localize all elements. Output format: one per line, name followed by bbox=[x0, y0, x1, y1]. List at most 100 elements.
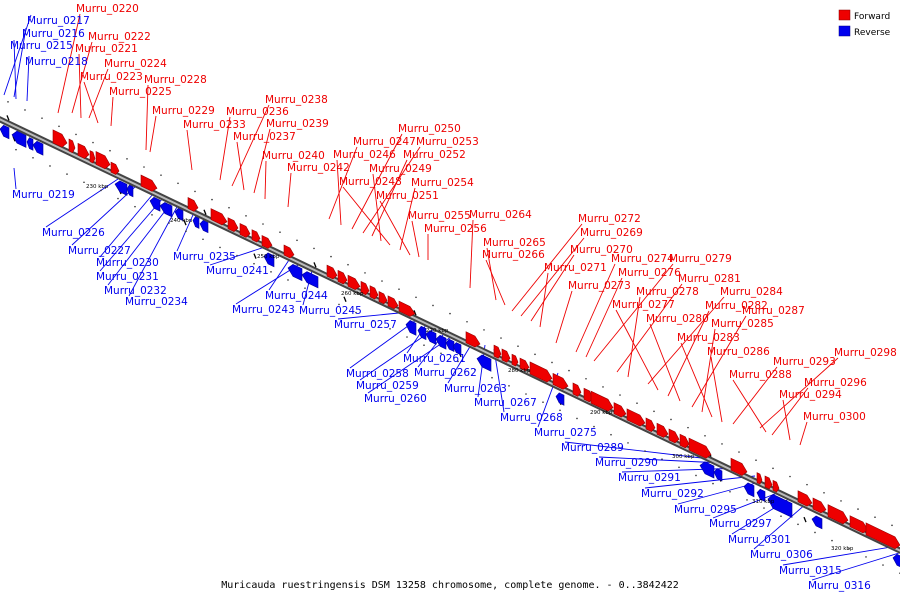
reverse-gene-label[interactable]: Murru_0275 bbox=[534, 427, 597, 439]
reverse-gene-arrow[interactable] bbox=[435, 334, 447, 350]
reverse-gene-label[interactable]: Murru_0230 bbox=[96, 257, 159, 269]
forward-gene-label[interactable]: Murru_0221 bbox=[75, 43, 138, 55]
forward-gene-arrow[interactable] bbox=[369, 285, 379, 300]
reverse-gene-arrow[interactable] bbox=[425, 330, 437, 345]
forward-gene-label[interactable]: Murru_0296 bbox=[804, 377, 867, 389]
reverse-gene-label[interactable]: Murru_0231 bbox=[96, 271, 159, 283]
reverse-gene-label[interactable]: Murru_0218 bbox=[25, 56, 88, 68]
forward-gene-label[interactable]: Murru_0233 bbox=[183, 119, 246, 131]
forward-gene-label[interactable]: Murru_0285 bbox=[711, 318, 774, 330]
forward-gene-label[interactable]: Murru_0276 bbox=[618, 267, 681, 279]
forward-gene-arrow[interactable] bbox=[849, 515, 869, 534]
forward-gene-arrow[interactable] bbox=[187, 197, 199, 212]
forward-gene-label[interactable]: Murru_0280 bbox=[646, 313, 709, 325]
forward-gene-arrow[interactable] bbox=[529, 361, 553, 383]
reverse-gene-label[interactable]: Murru_0261 bbox=[403, 353, 466, 365]
forward-gene-arrow[interactable] bbox=[77, 142, 90, 159]
forward-gene-label[interactable]: Murru_0253 bbox=[416, 136, 479, 148]
reverse-gene-arrow[interactable] bbox=[11, 130, 27, 148]
forward-gene-label[interactable]: Murru_0240 bbox=[262, 150, 325, 162]
forward-gene-label[interactable]: Murru_0278 bbox=[636, 286, 699, 298]
forward-gene-arrow[interactable] bbox=[668, 428, 680, 444]
forward-gene-arrow[interactable] bbox=[772, 479, 780, 493]
forward-gene-arrow[interactable] bbox=[493, 344, 502, 359]
reverse-gene-label[interactable]: Murru_0258 bbox=[346, 368, 409, 380]
forward-gene-arrow[interactable] bbox=[239, 223, 251, 238]
forward-gene-arrow[interactable] bbox=[398, 300, 416, 317]
forward-gene-label[interactable]: Murru_0250 bbox=[398, 123, 461, 135]
forward-gene-arrow[interactable] bbox=[140, 174, 158, 192]
forward-gene-label[interactable]: Murru_0254 bbox=[411, 177, 474, 189]
forward-gene-arrow[interactable] bbox=[326, 264, 338, 280]
forward-gene-arrow[interactable] bbox=[764, 475, 773, 490]
forward-gene-arrow[interactable] bbox=[89, 150, 96, 164]
forward-gene-label[interactable]: Murru_0293 bbox=[773, 356, 836, 368]
forward-gene-label[interactable]: Murru_0269 bbox=[580, 227, 643, 239]
forward-gene-label[interactable]: Murru_0266 bbox=[482, 249, 545, 261]
forward-gene-label[interactable]: Murru_0220 bbox=[76, 3, 139, 15]
reverse-gene-arrow[interactable] bbox=[476, 354, 492, 372]
forward-gene-arrow[interactable] bbox=[645, 417, 656, 432]
reverse-gene-arrow[interactable] bbox=[892, 553, 900, 568]
forward-gene-arrow[interactable] bbox=[827, 504, 849, 525]
reverse-gene-arrow[interactable] bbox=[149, 196, 161, 212]
reverse-gene-label[interactable]: Murru_0260 bbox=[364, 393, 427, 405]
forward-gene-label[interactable]: Murru_0274 bbox=[611, 253, 674, 265]
reverse-gene-label[interactable]: Murru_0226 bbox=[42, 227, 105, 239]
reverse-gene-arrow[interactable] bbox=[32, 140, 44, 156]
forward-gene-arrow[interactable] bbox=[812, 497, 827, 514]
forward-gene-label[interactable]: Murru_0255 bbox=[408, 210, 471, 222]
forward-gene-label[interactable]: Murru_0298 bbox=[834, 347, 897, 359]
reverse-gene-arrow[interactable] bbox=[192, 216, 200, 229]
reverse-gene-label[interactable]: Murru_0216 bbox=[22, 28, 85, 40]
forward-gene-label[interactable]: Murru_0272 bbox=[578, 213, 641, 225]
forward-gene-label[interactable]: Murru_0271 bbox=[544, 262, 607, 274]
forward-gene-label[interactable]: Murru_0248 bbox=[339, 176, 402, 188]
forward-gene-arrow[interactable] bbox=[52, 129, 68, 148]
reverse-gene-arrow[interactable] bbox=[405, 320, 417, 336]
forward-gene-label[interactable]: Murru_0246 bbox=[333, 149, 396, 161]
reverse-gene-arrow[interactable] bbox=[756, 488, 766, 502]
forward-gene-label[interactable]: Murru_0265 bbox=[483, 237, 546, 249]
forward-gene-label[interactable]: Murru_0287 bbox=[742, 305, 805, 317]
reverse-gene-arrow[interactable] bbox=[743, 482, 755, 498]
forward-gene-label[interactable]: Murru_0236 bbox=[226, 106, 289, 118]
forward-gene-label[interactable]: Murru_0284 bbox=[720, 286, 783, 298]
forward-gene-arrow[interactable] bbox=[210, 208, 228, 226]
reverse-gene-label[interactable]: Murru_0292 bbox=[641, 488, 704, 500]
forward-gene-arrow[interactable] bbox=[95, 151, 111, 170]
reverse-gene-arrow[interactable] bbox=[452, 342, 462, 356]
forward-gene-label[interactable]: Murru_0238 bbox=[265, 94, 328, 106]
forward-gene-label[interactable]: Murru_0225 bbox=[109, 86, 172, 98]
reverse-gene-label[interactable]: Murru_0257 bbox=[334, 319, 397, 331]
reverse-gene-label[interactable]: Murru_0297 bbox=[709, 518, 772, 530]
forward-gene-label[interactable]: Murru_0228 bbox=[144, 74, 207, 86]
forward-gene-arrow[interactable] bbox=[797, 490, 813, 507]
forward-gene-arrow[interactable] bbox=[756, 472, 763, 485]
reverse-gene-arrow[interactable] bbox=[555, 392, 565, 406]
forward-gene-label[interactable]: Murru_0281 bbox=[678, 273, 741, 285]
forward-gene-label[interactable]: Murru_0277 bbox=[612, 299, 675, 311]
reverse-gene-label[interactable]: Murru_0301 bbox=[728, 534, 791, 546]
reverse-gene-label[interactable]: Murru_0306 bbox=[750, 549, 813, 561]
reverse-gene-label[interactable]: Murru_0243 bbox=[232, 304, 295, 316]
reverse-gene-label[interactable]: Murru_0290 bbox=[595, 457, 658, 469]
reverse-gene-arrow[interactable] bbox=[263, 252, 275, 268]
forward-gene-arrow[interactable] bbox=[387, 295, 399, 310]
reverse-gene-arrow[interactable] bbox=[767, 493, 793, 518]
reverse-gene-label[interactable]: Murru_0232 bbox=[104, 285, 167, 297]
forward-gene-label[interactable]: Murru_0270 bbox=[570, 244, 633, 256]
forward-gene-label[interactable]: Murru_0249 bbox=[369, 163, 432, 175]
reverse-gene-arrow[interactable] bbox=[0, 124, 10, 140]
forward-gene-arrow[interactable] bbox=[572, 382, 582, 397]
forward-gene-arrow[interactable] bbox=[465, 331, 481, 348]
forward-gene-label[interactable]: Murru_0279 bbox=[669, 253, 732, 265]
reverse-gene-arrow[interactable] bbox=[26, 137, 34, 151]
forward-gene-label[interactable]: Murru_0251 bbox=[376, 190, 439, 202]
reverse-gene-arrow[interactable] bbox=[445, 338, 455, 352]
forward-gene-arrow[interactable] bbox=[552, 372, 569, 390]
reverse-gene-label[interactable]: Murru_0315 bbox=[779, 565, 842, 577]
forward-gene-label[interactable]: Murru_0300 bbox=[803, 411, 866, 423]
forward-gene-arrow[interactable] bbox=[519, 357, 530, 372]
reverse-gene-arrow[interactable] bbox=[114, 180, 128, 196]
